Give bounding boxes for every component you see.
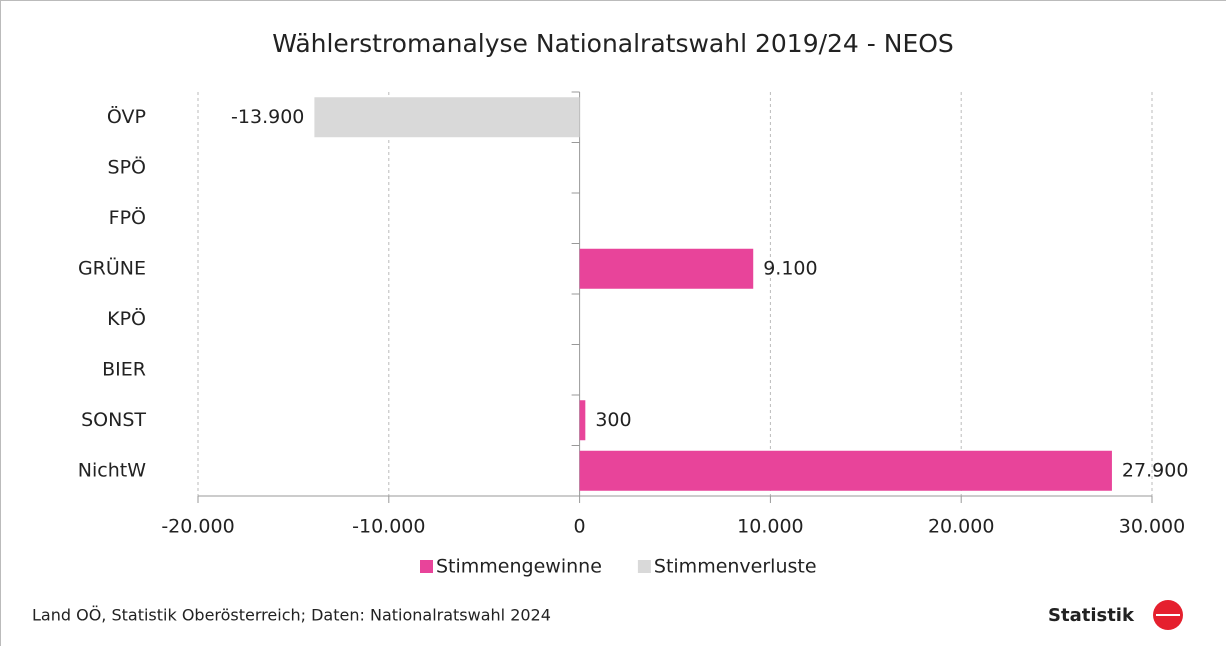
data-label: 300 — [595, 409, 631, 431]
x-tick-label: 30.000 — [1119, 516, 1185, 538]
bar — [579, 248, 754, 289]
y-tick-label: GRÜNE — [78, 256, 146, 279]
logo-text: Statistik — [1048, 605, 1135, 626]
y-tick-label: KPÖ — [107, 307, 146, 330]
chart-title: Wählerstromanalyse Nationalratswahl 2019… — [272, 29, 954, 58]
y-tick-label: FPÖ — [109, 206, 146, 229]
bar — [579, 450, 1112, 491]
y-tick-label: SONST — [81, 409, 146, 431]
bar — [579, 400, 586, 441]
bar — [314, 97, 580, 138]
x-tick-label: 0 — [574, 516, 586, 538]
legend-label: Stimmenverluste — [654, 556, 817, 578]
y-tick-label: NichtW — [78, 459, 146, 481]
legend-swatch — [637, 560, 651, 573]
x-tick-label: -20.000 — [161, 516, 234, 538]
y-tick-label: SPÖ — [108, 155, 146, 178]
x-tick-label: 20.000 — [928, 516, 994, 538]
data-label: -13.900 — [231, 106, 304, 128]
legend-swatch — [420, 560, 433, 573]
source: Land OÖ, Statistik Oberösterreich; Daten… — [32, 606, 551, 625]
x-tick-label: 10.000 — [737, 516, 803, 538]
data-label: 27.900 — [1122, 459, 1188, 481]
data-label: 9.100 — [763, 257, 817, 279]
x-tick-label: -10.000 — [352, 516, 425, 538]
y-tick-label: BIER — [102, 358, 146, 380]
y-tick-label: ÖVP — [107, 105, 146, 128]
legend-label: Stimmengewinne — [436, 556, 602, 578]
